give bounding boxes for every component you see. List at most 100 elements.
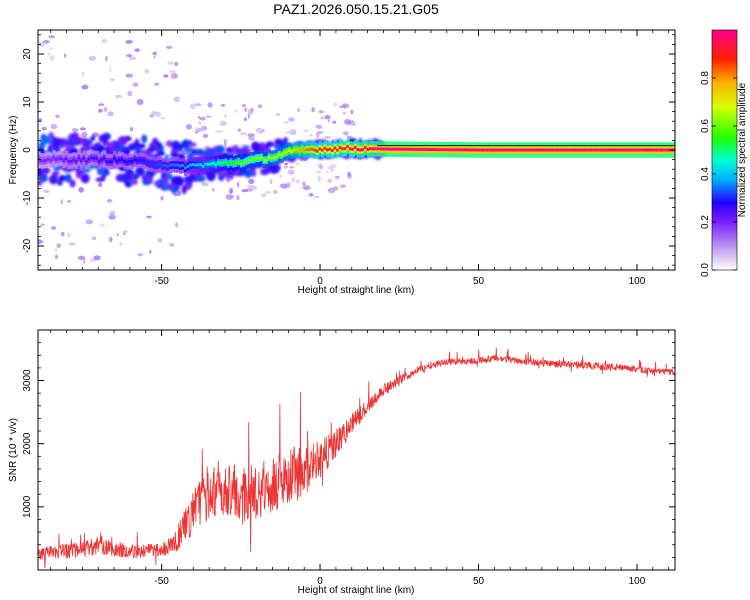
spectrogram-cloud-blob xyxy=(101,133,107,143)
ridge-peak xyxy=(326,148,330,152)
spectrogram-cloud-blob xyxy=(137,143,146,149)
snr-frame xyxy=(37,329,676,571)
spectrogram-cloud-blob xyxy=(57,180,63,186)
spectrogram-speckle xyxy=(303,185,311,191)
ridge-peak xyxy=(49,158,54,162)
ridge-peak xyxy=(135,159,140,163)
spectrogram-speckle xyxy=(67,232,71,238)
spectrogram-cloud-blob xyxy=(270,165,277,175)
ridge-peak xyxy=(38,157,41,161)
spectrogram-speckle xyxy=(163,74,169,78)
ridge-peak xyxy=(196,163,201,167)
spectrogram-speckle xyxy=(332,120,337,124)
spectrogram-cloud-blob xyxy=(103,170,110,176)
ridge-peak xyxy=(181,163,185,167)
ridge-peak xyxy=(62,158,66,162)
spectrogram-speckle xyxy=(82,71,85,77)
ridge-peak xyxy=(346,145,350,148)
ridge-peak xyxy=(495,148,500,152)
spectrogram-speckle xyxy=(165,45,173,50)
ridge-peak xyxy=(402,147,406,151)
colorbar: 0.0 0.2 0.4 0.6 0.8 Normalized spectral ampl… xyxy=(700,29,748,277)
spectrogram-cloud-blob xyxy=(215,145,225,154)
ridge-peak xyxy=(442,148,447,152)
spectrogram-speckle xyxy=(107,111,114,117)
ridge-peak xyxy=(440,148,444,152)
snr-y-tick-label: 2000 xyxy=(22,432,33,455)
ridge-peak xyxy=(422,148,426,151)
ridge-peak xyxy=(541,148,545,152)
spectrogram-cloud-blob xyxy=(181,184,187,195)
ridge-peak xyxy=(328,147,333,151)
spectrogram-cloud-blob xyxy=(90,135,96,141)
snr-x-tick-label: -50 xyxy=(154,576,169,587)
colorbar-tick-label: 0.2 xyxy=(700,215,711,229)
ridge-peak xyxy=(90,156,94,160)
spectrogram-speckle xyxy=(64,53,67,58)
ridge-peak xyxy=(47,157,51,161)
spectrogram-speckle xyxy=(295,179,300,184)
ridge-peak xyxy=(244,159,249,163)
ridge-peak xyxy=(493,148,497,152)
spectrogram-speckle xyxy=(329,163,337,169)
ridge-peak xyxy=(110,160,114,164)
ridge-peak xyxy=(589,148,594,152)
spectrogram-speckle xyxy=(289,166,294,169)
spectrogram-speckle xyxy=(327,187,336,194)
ridge-peak xyxy=(260,155,264,159)
spectrogram-speckle xyxy=(315,124,323,129)
ridge-peak xyxy=(100,158,104,162)
spectrogram-speckle xyxy=(215,130,224,133)
spectrogram-speckle xyxy=(106,199,113,203)
spectrogram-cloud-blob xyxy=(120,173,128,183)
spectrogram-cloud-blob xyxy=(125,173,133,182)
ridge-peak xyxy=(191,163,196,166)
spectrogram-speckle xyxy=(280,183,283,188)
spectrogram-y-tick-label: 10 xyxy=(22,96,33,108)
spectrogram-speckle xyxy=(308,193,314,197)
spectrogram-cloud-blob xyxy=(184,176,194,184)
spectrogram-ridge-core xyxy=(38,138,675,176)
spectrogram-speckle xyxy=(320,116,324,120)
ridge-peak xyxy=(206,162,211,166)
snr-x-label: Height of straight line (km) xyxy=(298,585,415,596)
ridge-peak xyxy=(457,148,462,152)
ridge-peak xyxy=(224,160,229,164)
spectrogram-cloud-blob xyxy=(132,142,137,147)
ridge-peak xyxy=(452,148,457,152)
ridge-peak xyxy=(490,148,495,152)
ridge-peak xyxy=(523,148,528,152)
spectrogram-speckle xyxy=(342,131,349,136)
spectrogram-cloud-blob xyxy=(96,144,106,152)
spectrogram-speckle xyxy=(146,215,152,219)
spectrogram-speckle xyxy=(47,53,51,56)
ridge-peak xyxy=(146,161,150,165)
spectrogram-speckle xyxy=(168,70,177,74)
spectrogram-speckle xyxy=(160,196,164,201)
spectrogram-cloud-blob xyxy=(240,170,248,176)
ridge-peak xyxy=(501,148,505,152)
spectrogram-speckle xyxy=(313,195,320,198)
spectrogram-speckle xyxy=(339,105,345,109)
spectrogram-speckle xyxy=(350,109,354,115)
ridge-peak xyxy=(265,158,269,162)
ridge-peak xyxy=(343,147,348,151)
spectrogram-speckle xyxy=(334,175,340,179)
ridge-peak xyxy=(123,159,127,163)
spectrogram-speckle xyxy=(223,139,228,143)
ridge-peak xyxy=(488,148,492,152)
ridge-peak xyxy=(82,156,87,160)
spectrogram-y-label: Frequency (Hz) xyxy=(8,116,19,185)
spectrogram-cloud-blob xyxy=(266,141,274,147)
spectrogram-cloud-blob xyxy=(251,169,257,177)
spectrogram-speckle xyxy=(332,102,338,107)
spectrogram-speckle xyxy=(109,66,112,72)
spectrogram-cloud-blob xyxy=(79,137,89,143)
ridge-peak xyxy=(645,148,649,152)
spectrogram-speckle xyxy=(297,108,301,113)
ridge-peak xyxy=(531,148,535,152)
spectrogram-cloud-blob xyxy=(52,166,62,171)
ridge-peak xyxy=(391,147,396,151)
ridge-peak xyxy=(602,148,606,152)
spectrogram-speckle xyxy=(67,200,71,203)
